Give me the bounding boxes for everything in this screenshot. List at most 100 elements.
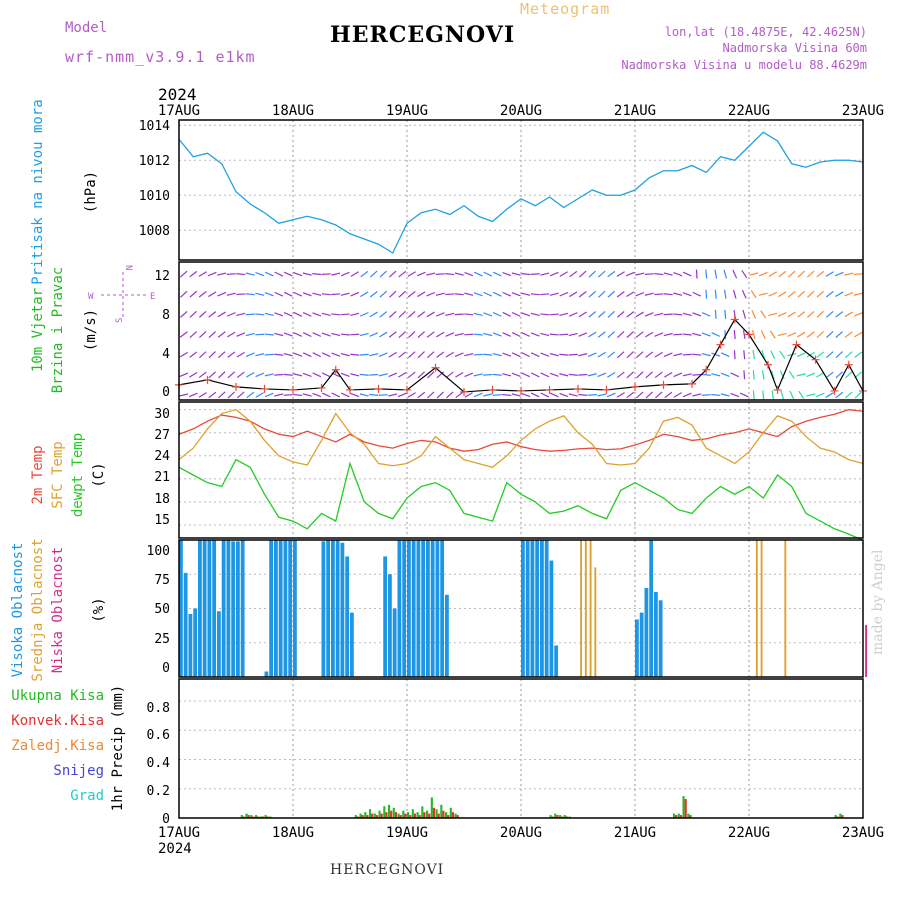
xtick: 22AUG — [728, 103, 770, 119]
wind-arrow — [274, 373, 284, 376]
wind-arrow — [464, 333, 474, 336]
wind-arrow — [274, 312, 284, 317]
wind-arrow — [771, 390, 775, 400]
cloud-bar — [760, 540, 763, 677]
wind-arrow — [492, 332, 502, 337]
wind-arrow — [188, 392, 198, 398]
precip-bar — [440, 804, 443, 818]
wind-arrow — [635, 272, 645, 276]
cloud-bar — [445, 594, 449, 677]
ytick: 25 — [154, 632, 170, 647]
wind-arrow — [854, 331, 863, 338]
wind-arrow — [578, 291, 587, 298]
wind-arrow — [787, 332, 797, 337]
wind-arrow — [720, 372, 730, 377]
bottom-year-label: 2024 — [158, 841, 192, 857]
wind-speed-marker — [716, 340, 725, 349]
cloud-bar — [293, 540, 297, 677]
wind-arrow — [797, 311, 806, 318]
wind-arrow — [483, 393, 493, 397]
wind-arrow — [502, 271, 512, 277]
precip-bar — [834, 815, 837, 818]
wind-arrow — [692, 312, 702, 317]
wind-arrow — [464, 353, 474, 357]
wind-arrow — [835, 371, 844, 379]
wind-arrow — [723, 289, 727, 299]
wind-arrow — [217, 351, 226, 359]
wind-arrow — [835, 331, 844, 338]
wind-arrow — [502, 311, 512, 317]
wind-arrow — [331, 332, 341, 337]
precip-bar — [687, 813, 690, 818]
wind-arrow — [732, 289, 737, 299]
wind-arrow — [778, 270, 787, 278]
wind-arrow — [844, 311, 853, 318]
precip-bar — [407, 812, 410, 818]
wind-arrow — [559, 333, 569, 336]
precip-bar — [373, 813, 376, 818]
wind-arrow — [255, 292, 265, 296]
precip-bar — [426, 810, 429, 818]
wind-arrow — [741, 289, 747, 299]
wind-arrow — [682, 292, 692, 297]
wind-speed-marker — [844, 360, 853, 369]
cloud-bar — [421, 540, 426, 677]
wind-arrow — [454, 272, 464, 276]
temp-label-2m: 2m Temp — [30, 445, 46, 504]
temp-label-dewpt: dewpt Temp — [70, 433, 86, 517]
cloud-bar — [649, 540, 654, 677]
wind-arrow — [189, 371, 198, 378]
wind-speed-marker — [488, 385, 497, 394]
wind-arrow — [664, 391, 673, 399]
wind-arrow — [189, 310, 197, 318]
wind-arrow — [359, 353, 369, 356]
cloud-bar — [217, 611, 221, 677]
precip-bar — [445, 812, 448, 818]
wind-arrow — [255, 313, 265, 316]
model-elevation-text: Nadmorska Visina u modelu 88.4629m — [621, 58, 867, 72]
wind-arrow — [264, 271, 274, 277]
wind-arrow — [359, 373, 369, 376]
x-ticks-top: 17AUG 18AUG 19AUG 20AUG 21AUG 22AUG 23AU… — [158, 103, 884, 119]
wind-arrow — [389, 290, 397, 298]
wind-arrow — [369, 332, 379, 337]
wind-arrow — [473, 333, 483, 336]
wind-arrow — [455, 371, 464, 378]
cloud-bar — [525, 540, 530, 677]
wind-arrow — [302, 393, 312, 397]
wind-arrow — [540, 332, 550, 337]
wind-arrow — [321, 332, 331, 337]
precip-bar — [416, 812, 419, 818]
wind-arrow — [540, 352, 550, 357]
wind-arrow — [673, 333, 683, 336]
wind-speed-marker — [773, 385, 782, 394]
wind-arrow — [789, 390, 795, 400]
wind-label-1: 10m Vjetar — [30, 288, 46, 372]
wind-arrow — [246, 371, 255, 378]
wind-arrow — [464, 271, 474, 277]
wind-arrow — [578, 270, 587, 278]
compass-s: S — [115, 318, 125, 323]
wind-arrow — [436, 351, 445, 358]
wind-arrow — [587, 394, 597, 396]
panel-frame — [178, 401, 864, 539]
wind-arrow — [844, 351, 853, 359]
cloud-bar — [430, 540, 435, 677]
wind-arrow — [454, 313, 464, 316]
wind-arrow — [321, 273, 331, 275]
precip-bar — [240, 815, 243, 818]
wind-arrow — [825, 351, 834, 359]
wind-arrow — [644, 312, 654, 317]
panel-frame — [178, 261, 864, 401]
wind-arrow — [245, 293, 255, 296]
wind-arrow — [436, 331, 445, 338]
cloud-bar — [530, 540, 535, 677]
wind-arrow — [217, 291, 227, 297]
panel-frame — [178, 119, 864, 261]
wind-arrow — [179, 393, 189, 397]
cloud-bar — [231, 541, 236, 677]
wind-arrow — [350, 373, 360, 377]
wind-arrow — [398, 290, 407, 298]
wind-arrow — [692, 332, 702, 337]
xtick: 19AUG — [386, 103, 428, 119]
